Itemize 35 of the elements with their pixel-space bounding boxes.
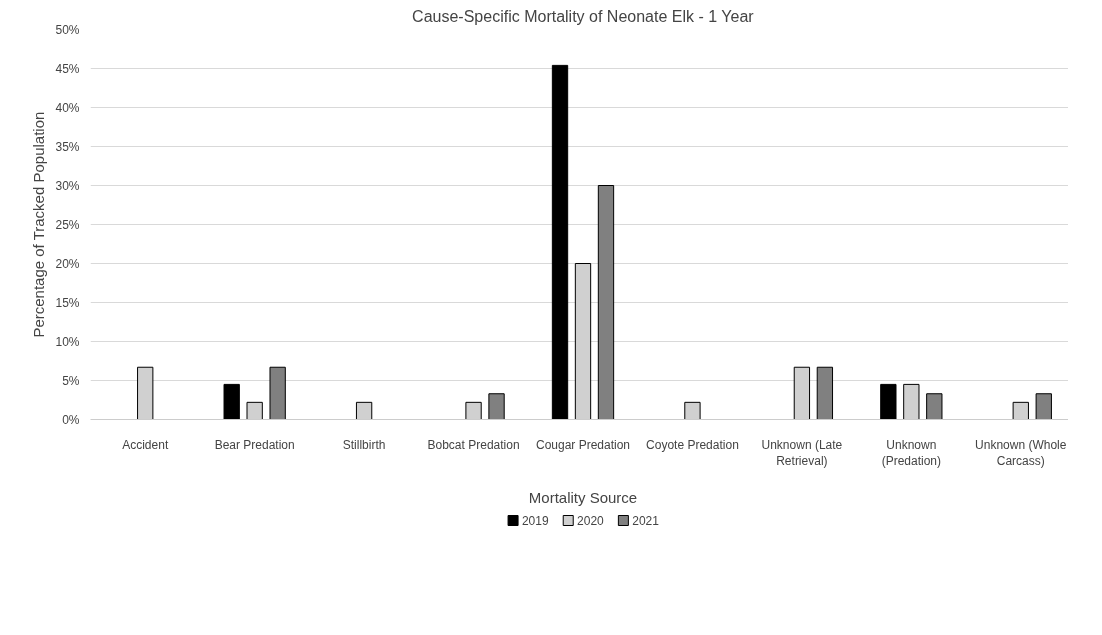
legend-label: 2021 <box>632 514 660 528</box>
x-tick-label: Cougar Predation <box>535 437 631 452</box>
y-tick-label: 30% <box>55 178 80 193</box>
chart-title: Cause-Specific Mortality of Neonate Elk - 1 Year <box>412 7 755 25</box>
y-tick-label: 20% <box>55 256 80 271</box>
x-tick-label: Unknown (Late Retrieval) <box>761 437 843 469</box>
x-tick-label: Unknown (Whole Carcass) <box>975 437 1067 469</box>
x-tick-label: Unknown (Predation) <box>881 437 942 469</box>
x-tick-label: Stillbirth <box>342 437 386 452</box>
bar <box>269 366 286 420</box>
x-tick-label: Bobcat Predation <box>427 437 520 452</box>
y-tick-label: 40% <box>55 100 80 115</box>
bar <box>816 366 834 420</box>
bar <box>223 383 240 420</box>
y-axis-title: Percentage of Tracked Population <box>30 111 48 338</box>
y-tick-label: 35% <box>55 139 80 154</box>
x-axis-title: Mortality Source <box>528 489 638 507</box>
x-tick-label: Coyote Predation <box>646 437 739 452</box>
y-tick-label: 45% <box>55 61 80 76</box>
x-tick-label: Accident <box>122 437 169 452</box>
legend-label: 2020 <box>577 514 605 528</box>
y-tick-label: 5% <box>62 373 80 388</box>
y-tick-label: 10% <box>55 334 80 349</box>
x-tick-label: Bear Predation <box>214 437 295 452</box>
bar <box>488 393 505 420</box>
y-tick-label: 15% <box>55 295 80 310</box>
bar <box>551 64 569 420</box>
bar <box>597 185 615 420</box>
y-tick-label: 50% <box>55 22 80 37</box>
bar <box>926 393 943 420</box>
bar <box>880 383 897 420</box>
y-tick-label: 25% <box>55 217 80 232</box>
legend-label: 2019 <box>521 514 549 528</box>
bar <box>1035 393 1052 420</box>
y-tick-label: 0% <box>62 412 80 427</box>
